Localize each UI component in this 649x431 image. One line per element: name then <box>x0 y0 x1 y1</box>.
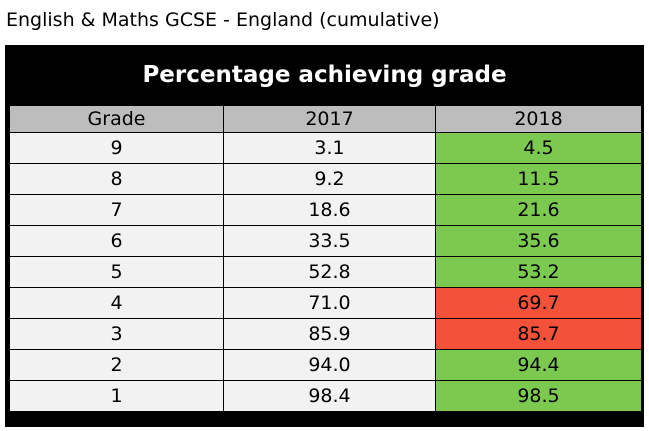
table-row: 1 98.4 98.5 <box>9 380 642 412</box>
value-2017-cell: 18.6 <box>223 194 436 226</box>
table-row: 4 71.0 69.7 <box>9 287 642 319</box>
grade-cell: 9 <box>9 132 224 164</box>
value-2017-cell: 94.0 <box>223 349 436 381</box>
value-2018-cell: 53.2 <box>435 256 642 288</box>
value-2018-cell: 94.4 <box>435 349 642 381</box>
grade-cell: 2 <box>9 349 224 381</box>
grade-cell: 8 <box>9 163 224 195</box>
column-header-2018: 2018 <box>435 105 642 133</box>
table-row: 6 33.5 35.6 <box>9 225 642 257</box>
table-row: 7 18.6 21.6 <box>9 194 642 226</box>
table-row: 3 85.9 85.7 <box>9 318 642 350</box>
page-caption: English & Maths GCSE - England (cumulati… <box>6 9 440 31</box>
value-2017-cell: 9.2 <box>223 163 436 195</box>
table-row: 8 9.2 11.5 <box>9 163 642 195</box>
table-row: 5 52.8 53.2 <box>9 256 642 288</box>
value-2018-cell: 98.5 <box>435 380 642 412</box>
value-2018-cell: 11.5 <box>435 163 642 195</box>
grade-cell: 3 <box>9 318 224 350</box>
value-2017-cell: 98.4 <box>223 380 436 412</box>
value-2018-cell: 85.7 <box>435 318 642 350</box>
grade-cell: 4 <box>9 287 224 319</box>
grade-cell: 6 <box>9 225 224 257</box>
grade-cell: 5 <box>9 256 224 288</box>
value-2018-cell: 21.6 <box>435 194 642 226</box>
value-2017-cell: 71.0 <box>223 287 436 319</box>
value-2017-cell: 85.9 <box>223 318 436 350</box>
value-2018-cell: 69.7 <box>435 287 642 319</box>
value-2017-cell: 52.8 <box>223 256 436 288</box>
column-header-row: Grade 2017 2018 <box>9 105 642 133</box>
value-2018-cell: 35.6 <box>435 225 642 257</box>
value-2017-cell: 33.5 <box>223 225 436 257</box>
value-2018-cell: 4.5 <box>435 132 642 164</box>
grade-cell: 1 <box>9 380 224 412</box>
grade-cell: 7 <box>9 194 224 226</box>
table-title: Percentage achieving grade <box>142 62 507 88</box>
table-row: 9 3.1 4.5 <box>9 132 642 164</box>
column-header-2017: 2017 <box>223 105 436 133</box>
grades-table: Grade 2017 2018 9 3.1 4.5 8 9.2 11.5 7 1… <box>9 105 642 412</box>
table-row: 2 94.0 94.4 <box>9 349 642 381</box>
column-header-grade: Grade <box>9 105 224 133</box>
value-2017-cell: 3.1 <box>223 132 436 164</box>
